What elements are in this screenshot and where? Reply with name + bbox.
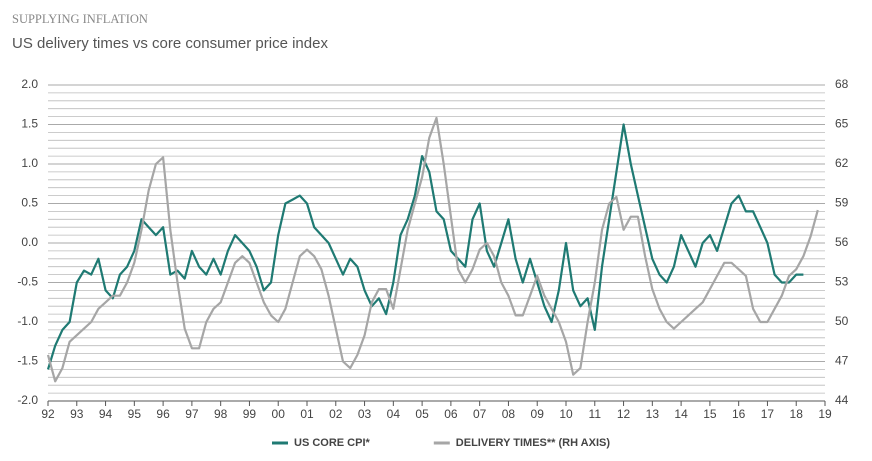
x-tick-label: 06 (444, 407, 458, 421)
y2-tick-label: 53 (835, 275, 849, 289)
y-tick-label: -2.0 (17, 393, 38, 407)
x-tick-label: 97 (185, 407, 199, 421)
y-tick-label: -0.5 (17, 275, 38, 289)
y-tick-label: 2.0 (21, 77, 38, 91)
x-tick-label: 08 (502, 407, 516, 421)
x-tick-label: 13 (646, 407, 660, 421)
x-tick-label: 12 (617, 407, 631, 421)
y2-tick-label: 59 (835, 196, 849, 210)
y2-tick-label: 44 (835, 393, 849, 407)
y-tick-label: 0.0 (21, 235, 38, 249)
x-tick-label: 99 (243, 407, 257, 421)
x-tick-label: 07 (473, 407, 487, 421)
x-tick-label: 96 (156, 407, 170, 421)
x-tick-label: 17 (761, 407, 775, 421)
x-tick-label: 03 (358, 407, 372, 421)
y-tick-label: 1.0 (21, 156, 38, 170)
legend-label: DELIVERY TIMES** (RH AXIS) (456, 437, 611, 449)
y2-tick-label: 65 (835, 117, 849, 131)
series-line (46, 123, 804, 370)
x-tick-label: 05 (415, 407, 429, 421)
y-tick-label: 1.5 (21, 117, 38, 131)
x-tick-label: 14 (674, 407, 688, 421)
x-tick-label: 16 (732, 407, 746, 421)
y2-tick-label: 62 (835, 156, 849, 170)
chart-title: SUPPLYING INFLATION (12, 12, 148, 26)
y-tick-label: -1.0 (17, 314, 38, 328)
x-tick-label: 01 (300, 407, 314, 421)
x-tick-label: 04 (387, 407, 401, 421)
y-tick-label: -1.5 (17, 354, 38, 368)
chart-subtitle: US delivery times vs core consumer price… (12, 35, 328, 52)
x-tick-label: 15 (703, 407, 717, 421)
x-tick-label: 19 (818, 407, 832, 421)
x-tick-label: 18 (790, 407, 804, 421)
x-tick-label: 10 (559, 407, 573, 421)
x-tick-label: 94 (99, 407, 113, 421)
legend-label: US CORE CPI* (294, 437, 371, 449)
y2-tick-label: 47 (835, 354, 849, 368)
x-tick-label: 02 (329, 407, 343, 421)
x-tick-label: 09 (531, 407, 545, 421)
x-tick-label: 95 (128, 407, 142, 421)
x-tick-label: 98 (214, 407, 228, 421)
series-line (46, 116, 819, 383)
y-tick-label: 0.5 (21, 196, 38, 210)
x-tick-label: 11 (589, 407, 602, 421)
y2-tick-label: 50 (835, 314, 849, 328)
x-tick-label: 00 (272, 407, 286, 421)
y2-tick-label: 56 (835, 235, 849, 249)
x-tick-label: 92 (41, 407, 55, 421)
x-tick-label: 93 (70, 407, 84, 421)
y2-tick-label: 68 (835, 77, 849, 91)
